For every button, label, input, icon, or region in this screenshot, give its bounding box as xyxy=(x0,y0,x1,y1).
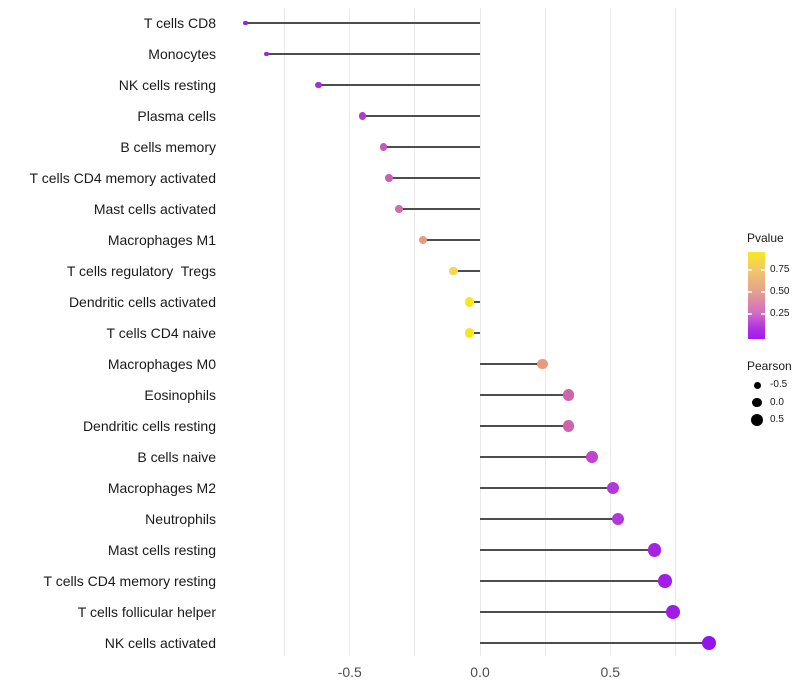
lollipop-dot xyxy=(611,512,625,526)
category-label: Mast cells resting xyxy=(107,542,216,558)
category-label: Plasma cells xyxy=(137,108,216,124)
lollipop-dot xyxy=(586,451,598,463)
category-label: Neutrophils xyxy=(145,511,216,527)
lollipop-stem xyxy=(480,456,592,458)
category-label: T cells CD4 memory activated xyxy=(29,170,216,186)
gridline xyxy=(479,8,481,656)
size-legend-dot xyxy=(751,414,763,426)
lollipop-dot xyxy=(385,174,393,182)
size-legend-dot xyxy=(753,381,761,389)
lollipop-dot xyxy=(647,543,662,557)
x-tick-label: 0.0 xyxy=(470,664,490,680)
lollipop-stem xyxy=(480,487,613,489)
lollipop-stem xyxy=(480,611,673,613)
lollipop-stem xyxy=(362,115,480,117)
category-label: Mast cells activated xyxy=(93,201,216,217)
lollipop-stem xyxy=(318,84,480,86)
lollipop-dot xyxy=(263,51,269,57)
lollipop-dot xyxy=(418,235,427,245)
category-label: Macrophages M2 xyxy=(107,480,216,496)
lollipop-dot xyxy=(665,605,680,619)
gridline xyxy=(349,8,351,656)
lollipop-stem xyxy=(245,22,480,24)
colorbar-tick-mark xyxy=(748,269,752,272)
lollipop-stem xyxy=(422,239,480,241)
lollipop-stem xyxy=(480,580,665,582)
gridline xyxy=(414,8,416,656)
colorbar-tick-mark xyxy=(761,291,765,294)
category-label: Macrophages M0 xyxy=(107,356,216,372)
lollipop-stem xyxy=(453,270,480,272)
size-legend-label: -0.5 xyxy=(770,379,788,390)
lollipop-stem xyxy=(480,549,655,551)
lollipop-stem xyxy=(480,642,710,644)
colorbar-tick-mark xyxy=(748,312,752,315)
lollipop-dot xyxy=(702,635,717,651)
lollipop-dot xyxy=(315,81,322,89)
lollipop-stem xyxy=(480,425,569,427)
colorbar-tick-label: 0.75 xyxy=(770,264,790,276)
category-label: T cells follicular helper xyxy=(77,604,216,620)
colorbar-tick-label: 0.50 xyxy=(770,286,790,298)
lollipop-dot xyxy=(449,266,459,276)
gridline xyxy=(674,8,676,656)
category-label: B cells naive xyxy=(137,449,216,465)
lollipop-stem xyxy=(383,146,480,148)
lollipop-stem xyxy=(469,301,480,303)
x-tick-label: -0.5 xyxy=(337,664,362,680)
pearson-legend-title: Pearson xyxy=(747,359,792,373)
lollipop-dot xyxy=(243,20,248,26)
lollipop-stem xyxy=(469,332,480,334)
category-label: Dendritic cells activated xyxy=(68,294,216,310)
lollipop-stem xyxy=(399,208,480,210)
size-legend-dot xyxy=(752,397,762,408)
pvalue-colorbar xyxy=(748,252,765,339)
lollipop-stem xyxy=(480,394,569,396)
category-label: Eosinophils xyxy=(144,387,216,403)
category-label: NK cells activated xyxy=(104,635,216,651)
category-label: T cells CD4 memory resting xyxy=(43,573,216,589)
x-tick-label: 0.5 xyxy=(600,664,620,680)
lollipop-stem xyxy=(480,363,543,365)
lollipop-dot xyxy=(562,389,575,401)
category-label: T cells CD8 xyxy=(143,15,216,31)
colorbar-tick-label: 0.25 xyxy=(770,307,790,319)
colorbar-tick-mark xyxy=(761,269,765,272)
lollipop-dot xyxy=(537,358,548,370)
size-legend-label: 0.0 xyxy=(770,396,784,408)
size-legend-label: 0.5 xyxy=(770,414,784,425)
colorbar-tick-mark xyxy=(761,312,765,315)
category-label: T cells CD4 naive xyxy=(106,325,216,341)
lollipop-stem xyxy=(266,53,480,55)
lollipop-dot xyxy=(379,143,388,151)
colorbar-tick-mark xyxy=(748,291,752,294)
category-label: Monocytes xyxy=(148,46,216,62)
pvalue-legend-title: Pvalue xyxy=(747,231,784,245)
gridline xyxy=(544,8,546,656)
lollipop-dot xyxy=(658,574,672,588)
category-label: B cells memory xyxy=(120,139,216,155)
gridline xyxy=(609,8,611,656)
lollipop-dot xyxy=(359,112,367,120)
lollipop-stem xyxy=(388,177,480,179)
category-label: Macrophages M1 xyxy=(107,232,216,248)
gridline xyxy=(284,8,286,656)
lollipop-stem xyxy=(480,518,619,520)
category-label: T cells regulatory Tregs xyxy=(66,263,216,279)
lollipop-dot xyxy=(562,420,575,432)
category-label: Dendritic cells resting xyxy=(82,418,216,434)
category-label: NK cells resting xyxy=(118,77,216,93)
lollipop-dot xyxy=(464,328,475,338)
lollipop-dot xyxy=(464,297,475,307)
lollipop-dot xyxy=(606,481,620,495)
lollipop-dot xyxy=(395,205,404,213)
